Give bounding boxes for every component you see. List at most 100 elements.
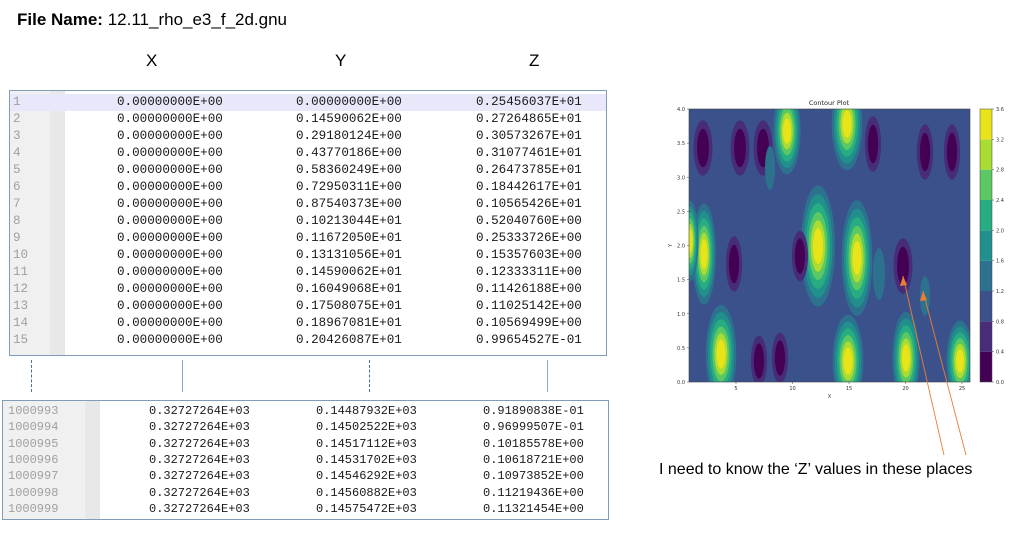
- column-divider: [547, 360, 548, 392]
- table-row[interactable]: 1000995 0.32727264E+03 0.14517112E+03 0.101…: [3, 436, 608, 452]
- text-editor-bottom[interactable]: 1000993 0.32727264E+03 0.14487932E+03 0.918…: [2, 400, 609, 520]
- table-row[interactable]: 14 0.00000000E+00 0.18967081E+01 0.10569499…: [10, 315, 606, 332]
- z-value: 0.11321454E+00: [483, 501, 584, 516]
- z-value: 0.25456037E+01: [476, 95, 582, 109]
- contour-level: [765, 146, 775, 190]
- contour-trough: [919, 132, 931, 172]
- contour-field: [689, 109, 970, 382]
- x-value: 0.00000000E+00: [117, 265, 223, 279]
- colorbar-tick-label: 3.6: [996, 107, 1004, 113]
- y-value: 0.87540373E+00: [296, 197, 402, 211]
- y-value: 0.43770186E+00: [296, 146, 402, 160]
- z-value: 0.15357603E+00: [476, 248, 582, 262]
- table-row[interactable]: 1000998 0.32727264E+03 0.14560882E+03 0.112…: [3, 485, 608, 501]
- table-row[interactable]: 1000993 0.32727264E+03 0.14487932E+03 0.918…: [3, 403, 608, 419]
- line-number: 10: [13, 248, 29, 262]
- table-row[interactable]: 1 0.00000000E+00 0.00000000E+00 0.25456037E…: [10, 94, 606, 111]
- y-value: 0.72950311E+00: [296, 180, 402, 194]
- line-number: 1000994: [8, 420, 59, 435]
- contour-level: [920, 276, 930, 316]
- z-value: 0.96999507E-01: [483, 420, 584, 435]
- table-row[interactable]: 15 0.00000000E+00 0.20426087E+01 0.99654527…: [10, 332, 606, 349]
- z-value: 0.18442617E+01: [476, 180, 582, 194]
- table-row[interactable]: 1000999 0.32727264E+03 0.14575472E+03 0.113…: [3, 501, 608, 517]
- z-value: 0.10569499E+00: [476, 316, 582, 330]
- x-value: 0.00000000E+00: [117, 231, 223, 245]
- table-row[interactable]: 11 0.00000000E+00 0.14590062E+01 0.12333311…: [10, 264, 606, 281]
- colorbar: 0.0 0.4 0.8 1.2 1.6 2.0 2.4 2.8 3.2 3.6: [979, 107, 1004, 386]
- colorbar-segment: [980, 291, 992, 322]
- y-tick-label: 4.0: [677, 107, 685, 113]
- table-row[interactable]: 1000997 0.32727264E+03 0.14546292E+03 0.109…: [3, 468, 608, 484]
- y-value: 0.11672050E+01: [296, 231, 402, 245]
- x-value: 0.00000000E+00: [117, 282, 223, 296]
- table-row[interactable]: 2 0.00000000E+00 0.14590062E+00 0.27264865E…: [10, 111, 606, 128]
- y-value: 0.13131056E+01: [296, 248, 402, 262]
- y-value: 0.14560882E+03: [316, 485, 417, 500]
- contour-peak: [842, 110, 852, 138]
- z-value: 0.26473785E+01: [476, 163, 582, 177]
- contour-trough: [867, 124, 879, 164]
- colorbar-frame: [979, 108, 993, 383]
- table-row[interactable]: 8 0.00000000E+00 0.10213044E+01 0.52040760E…: [10, 213, 606, 230]
- table-row[interactable]: 10 0.00000000E+00 0.13131056E+01 0.15357603…: [10, 247, 606, 264]
- contour-trough: [728, 244, 740, 284]
- x-value: 0.00000000E+00: [117, 316, 223, 330]
- x-value: 0.00000000E+00: [117, 146, 223, 160]
- colorbar-segment: [980, 351, 992, 382]
- y-tick-label: 3.0: [677, 175, 685, 181]
- contour-peak: [689, 229, 693, 253]
- contour-peak: [843, 347, 853, 375]
- table-row[interactable]: 12 0.00000000E+00 0.16049068E+01 0.11426188…: [10, 281, 606, 298]
- line-number: 4: [13, 146, 21, 160]
- table-row[interactable]: 3 0.00000000E+00 0.29180124E+00 0.30573267E…: [10, 128, 606, 145]
- x-tick-label: 20: [902, 386, 908, 392]
- line-number: 1000998: [8, 485, 59, 500]
- colorbar-tick-label: 2.4: [996, 198, 1004, 204]
- colorbar-tick-label: 0.8: [996, 319, 1004, 325]
- table-row[interactable]: 1000994 0.32727264E+03 0.14502522E+03 0.969…: [3, 419, 608, 435]
- y-tick-label: 2.5: [677, 209, 685, 215]
- x-value: 0.32727264E+03: [149, 420, 250, 435]
- file-name-value: 12.11_rho_e3_f_2d.gnu: [107, 10, 288, 29]
- table-row[interactable]: 6 0.00000000E+00 0.72950311E+00 0.18442617E…: [10, 179, 606, 196]
- line-number: 13: [13, 299, 29, 313]
- contour-trough: [794, 238, 806, 274]
- y-value: 0.14546292E+03: [316, 469, 417, 484]
- z-value: 0.31077461E+01: [476, 146, 582, 160]
- x-value: 0.00000000E+00: [117, 214, 223, 228]
- x-tick-label: 15: [846, 386, 852, 392]
- line-number: 1000996: [8, 452, 59, 467]
- z-value: 0.52040760E+00: [476, 214, 582, 228]
- colorbar-tick-label: 3.2: [996, 137, 1004, 143]
- y-tick-label: 1.0: [677, 312, 685, 318]
- z-value: 0.10565426E+01: [476, 197, 582, 211]
- line-number: 15: [13, 333, 29, 347]
- table-row[interactable]: 5 0.00000000E+00 0.58360249E+00 0.26473785E…: [10, 162, 606, 179]
- x-value: 0.00000000E+00: [117, 333, 223, 347]
- z-value: 0.10618721E+00: [483, 452, 584, 467]
- table-row[interactable]: 9 0.00000000E+00 0.11672050E+01 0.25333726E…: [10, 230, 606, 247]
- y-value: 0.29180124E+00: [296, 129, 402, 143]
- table-row[interactable]: 1000996 0.32727264E+03 0.14531702E+03 0.106…: [3, 452, 608, 468]
- y-value: 0.14517112E+03: [316, 436, 417, 451]
- table-row[interactable]: 4 0.00000000E+00 0.43770186E+00 0.31077461E…: [10, 145, 606, 162]
- line-number: 3: [13, 129, 21, 143]
- table-row[interactable]: 7 0.00000000E+00 0.87540373E+00 0.10565426E…: [10, 196, 606, 213]
- x-tick-label: 5: [734, 386, 737, 392]
- x-value: 0.32727264E+03: [149, 469, 250, 484]
- y-tick-label: 0.0: [677, 380, 685, 386]
- colorbar-tick-label: 1.6: [996, 259, 1004, 265]
- line-number: 6: [13, 180, 21, 194]
- column-header-z: Z: [529, 51, 540, 70]
- x-value: 0.00000000E+00: [117, 180, 223, 194]
- colorbar-segment: [980, 139, 992, 170]
- line-number: 1000993: [8, 404, 59, 418]
- z-value: 0.11219436E+00: [483, 485, 584, 500]
- y-tick-label: 0.5: [677, 346, 685, 352]
- table-row[interactable]: 13 0.00000000E+00 0.17508075E+01 0.11025142…: [10, 298, 606, 315]
- line-number-gutter: [10, 91, 50, 355]
- contour-peak: [716, 339, 726, 369]
- fold-margin: [85, 401, 100, 519]
- text-editor-top[interactable]: 1 0.00000000E+00 0.00000000E+00 0.25456037E…: [9, 90, 607, 356]
